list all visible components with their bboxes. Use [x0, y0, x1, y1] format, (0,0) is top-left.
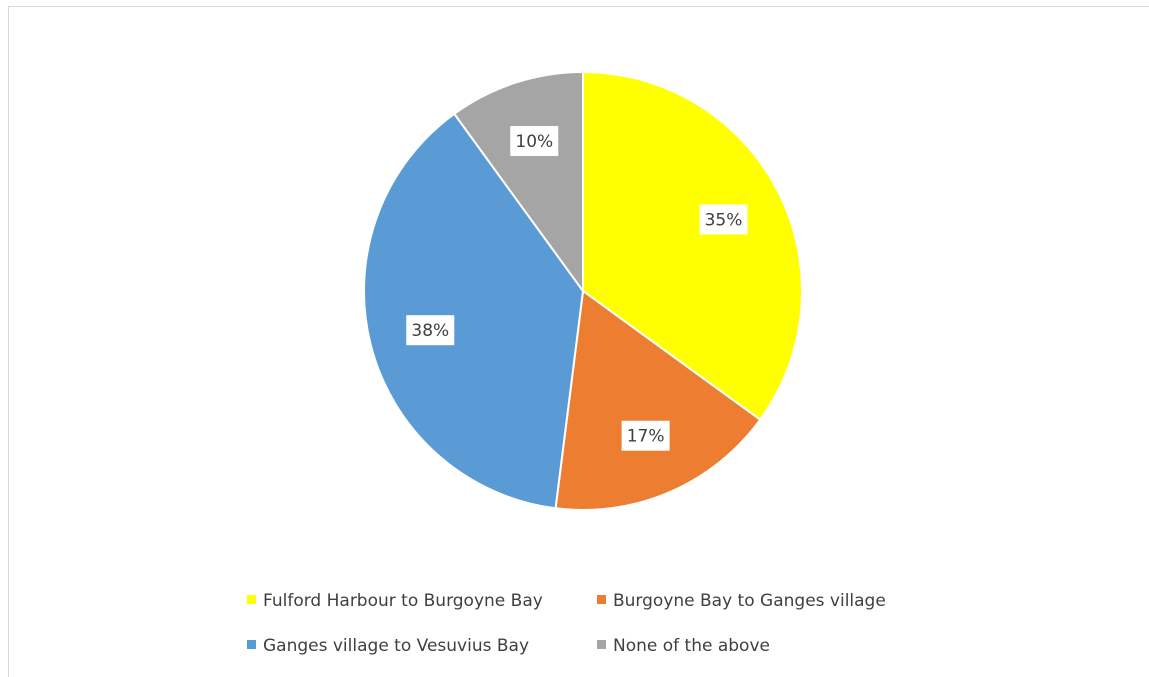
data-label: 17%	[627, 427, 665, 447]
data-label-box	[510, 126, 559, 157]
data-label: 35%	[705, 210, 743, 230]
chart-frame	[8, 6, 1149, 677]
legend-label: Burgoyne Bay to Ganges village	[613, 591, 886, 611]
data-label: 10%	[515, 132, 553, 152]
data-label-box	[699, 204, 748, 235]
pie-slice	[363, 112, 585, 510]
legend-swatch	[247, 640, 256, 649]
pie-slice	[554, 289, 762, 511]
legend-swatch	[247, 595, 256, 604]
data-label-box	[621, 420, 670, 451]
pie-slice	[582, 70, 803, 422]
legend-label: Ganges village to Vesuvius Bay	[263, 636, 529, 656]
legend-label: Fulford Harbour to Burgoyne Bay	[263, 591, 543, 611]
data-label: 38%	[411, 321, 449, 341]
data-label-box	[406, 315, 455, 346]
legend-swatch	[597, 595, 606, 604]
legend-swatch	[597, 640, 606, 649]
legend-label: None of the above	[613, 636, 770, 656]
